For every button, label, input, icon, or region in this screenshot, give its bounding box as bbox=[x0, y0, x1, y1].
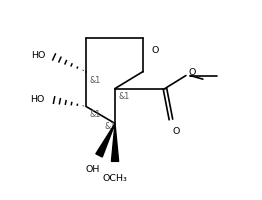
Text: O: O bbox=[151, 46, 159, 55]
Text: O: O bbox=[173, 127, 180, 136]
Text: OH: OH bbox=[86, 165, 100, 174]
Text: HO: HO bbox=[31, 51, 45, 60]
Polygon shape bbox=[96, 124, 115, 157]
Text: &1: &1 bbox=[119, 92, 130, 101]
Text: HO: HO bbox=[30, 95, 45, 103]
Polygon shape bbox=[111, 124, 119, 162]
Text: &1: &1 bbox=[104, 122, 115, 131]
Text: O: O bbox=[189, 68, 196, 77]
Text: &1: &1 bbox=[90, 109, 101, 118]
Text: OCH₃: OCH₃ bbox=[103, 173, 128, 182]
Text: &1: &1 bbox=[90, 75, 101, 84]
